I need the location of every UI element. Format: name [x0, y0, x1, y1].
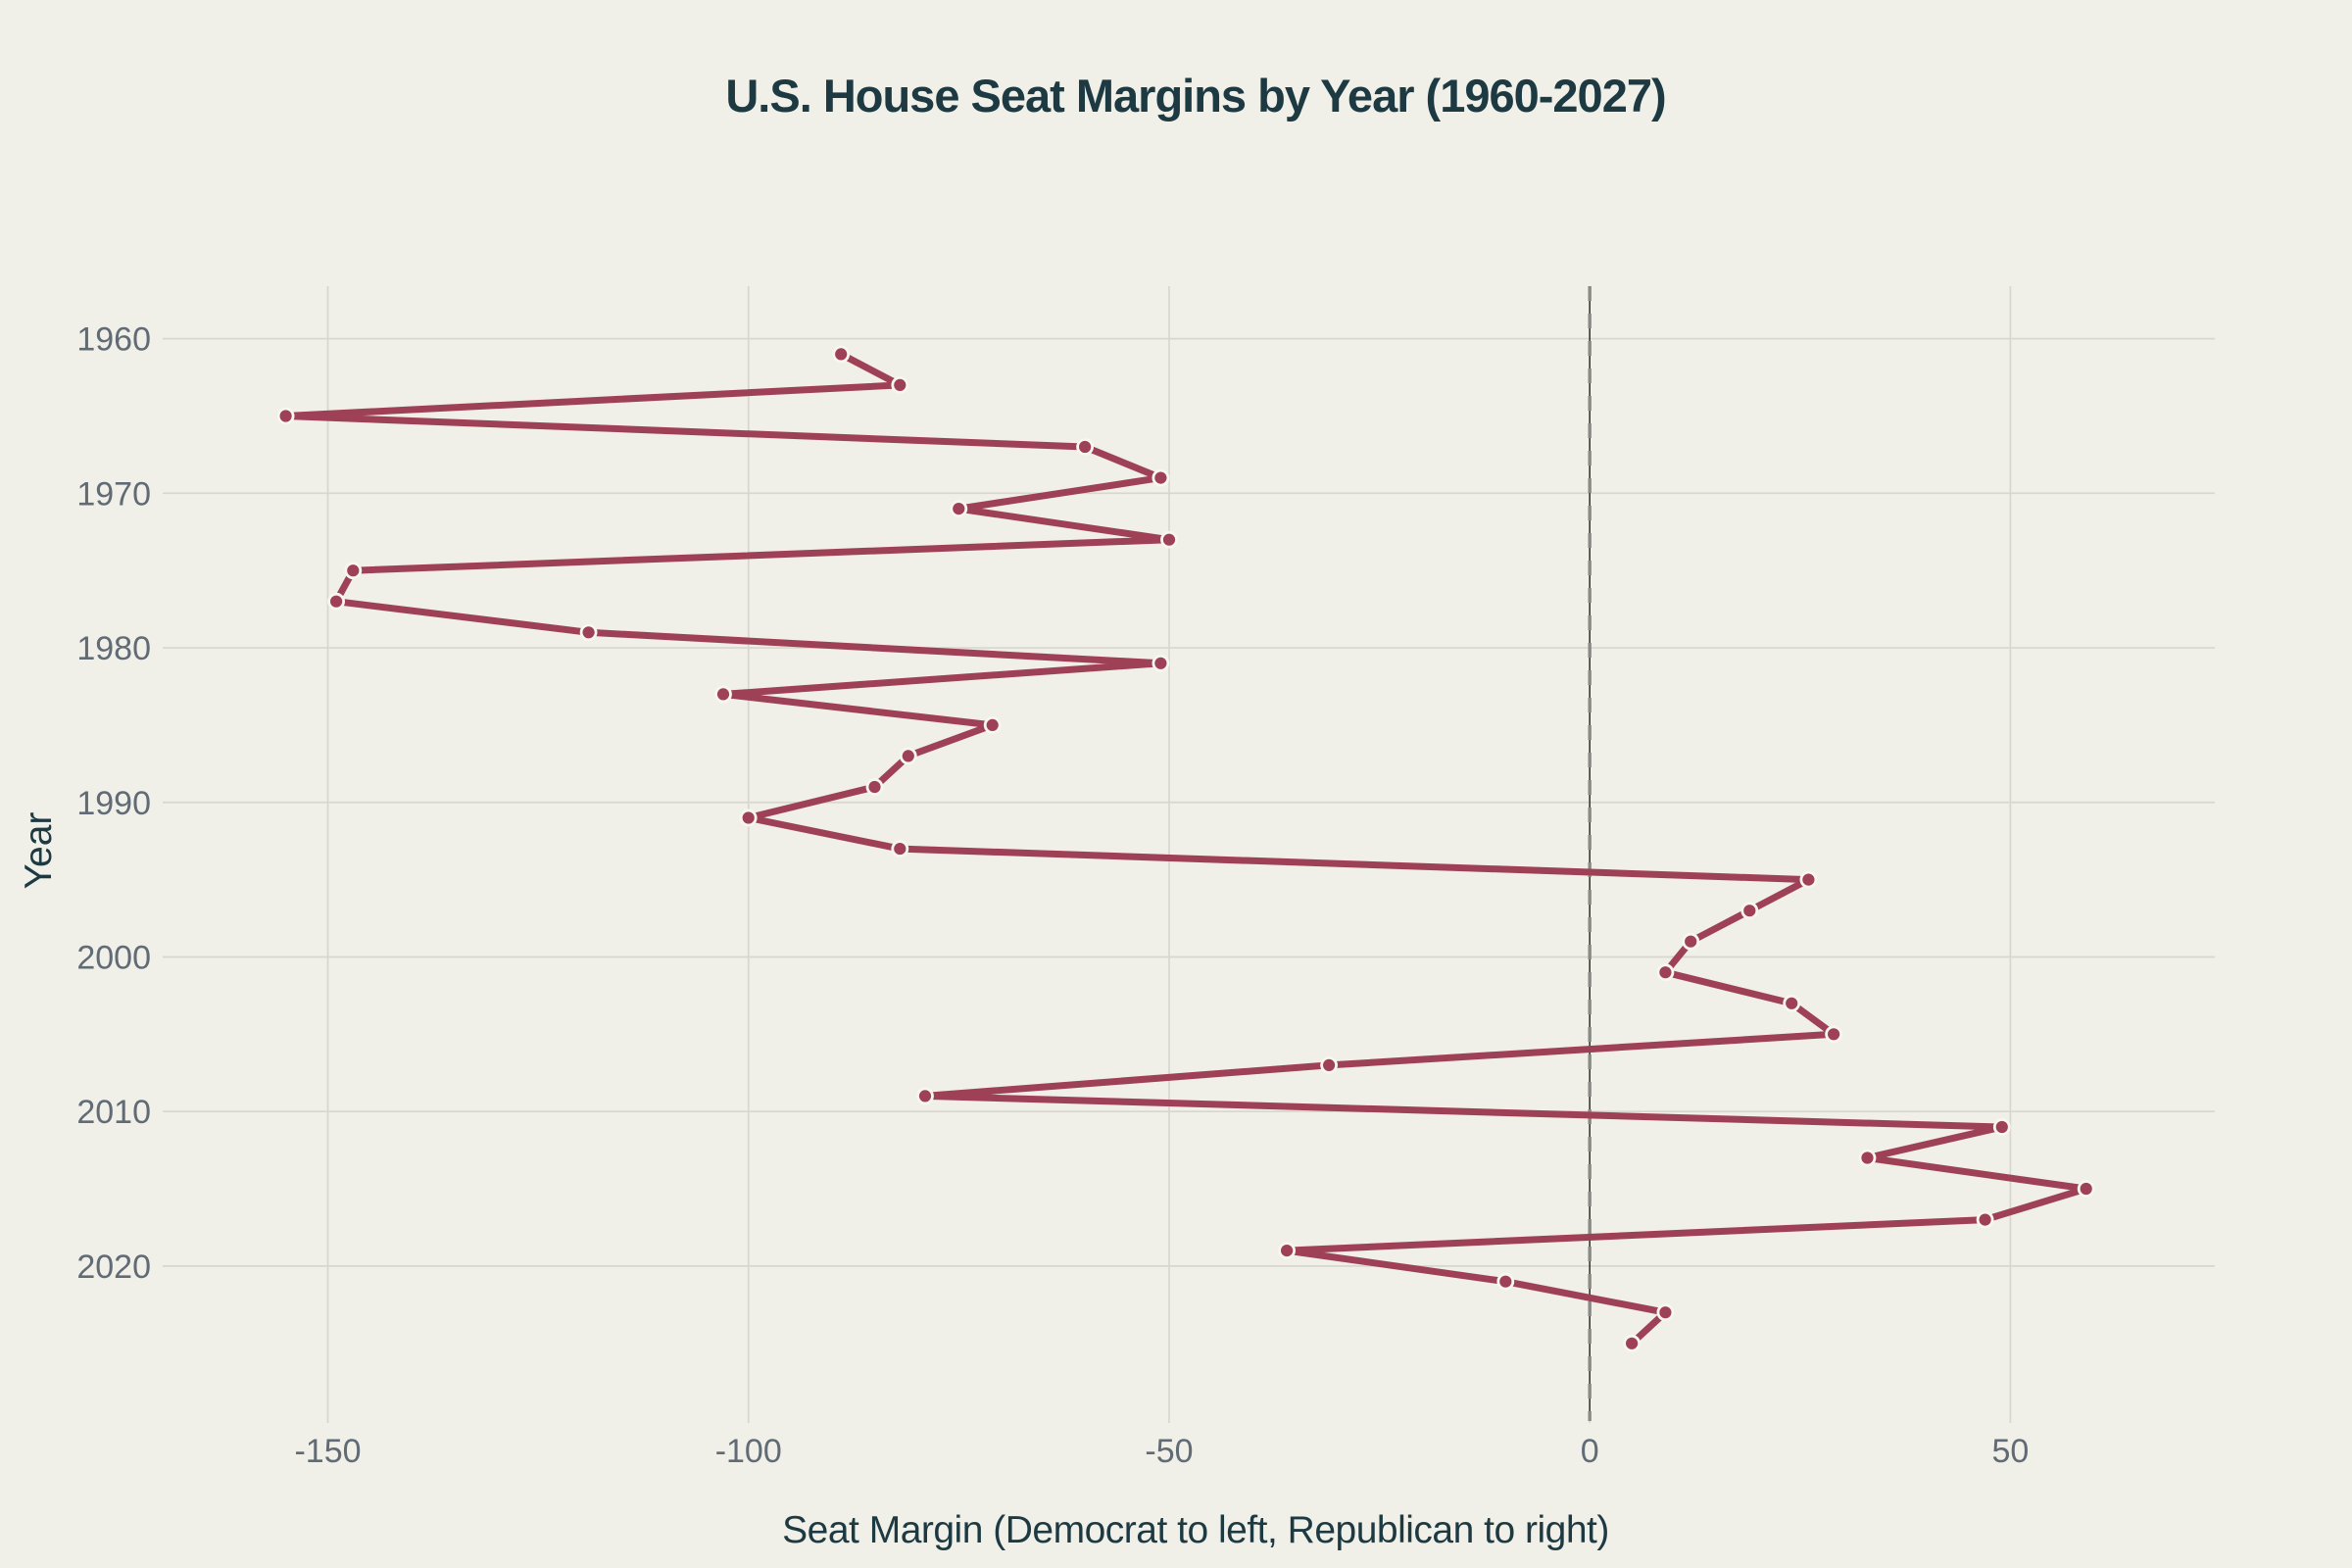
data-point [1682, 932, 1700, 951]
data-point [832, 345, 851, 364]
data-point [1656, 963, 1675, 982]
data-point [344, 562, 363, 580]
data-point [276, 407, 295, 425]
y-tick-label: 2000 [76, 939, 151, 976]
data-point [1799, 870, 1818, 889]
x-tick-label: -150 [294, 1433, 361, 1470]
data-point [1320, 1056, 1338, 1074]
x-tick-label: -100 [715, 1433, 782, 1470]
data-point [1623, 1334, 1641, 1352]
data-point [1740, 902, 1759, 920]
data-point [983, 716, 1002, 734]
y-tick-label: 1990 [76, 785, 151, 822]
x-tick-label: -50 [1145, 1433, 1193, 1470]
data-point [891, 375, 909, 394]
series-line [282, 350, 2090, 1348]
data-point [891, 840, 909, 858]
y-tick-label: 2020 [76, 1249, 151, 1286]
data-point [1976, 1210, 1994, 1229]
data-point [1152, 654, 1170, 672]
data-point [1496, 1272, 1515, 1291]
data-point [2077, 1180, 2095, 1198]
data-point [1152, 468, 1170, 487]
data-point [1825, 1025, 1842, 1044]
data-point [1858, 1149, 1877, 1167]
data-point [739, 808, 758, 827]
data-point [1278, 1242, 1296, 1259]
data-point [1656, 1303, 1675, 1322]
data-point [327, 592, 346, 611]
data-point [899, 747, 917, 765]
data-point [1992, 1118, 2011, 1136]
data-point [950, 500, 968, 517]
y-axis-title: Year [18, 811, 60, 890]
x-tick-label: 50 [1991, 1433, 2029, 1470]
data-point [865, 778, 884, 796]
data-point [916, 1087, 934, 1105]
x-tick-label: 0 [1581, 1433, 1599, 1470]
y-tick-label: 1960 [76, 321, 151, 359]
x-axis-title: Seat Margin (Democrat to left, Republica… [782, 1509, 1609, 1551]
data-point [1160, 530, 1178, 549]
data-point [579, 623, 598, 642]
y-tick-label: 1970 [76, 475, 151, 513]
data-point [1076, 438, 1094, 456]
chart-title: U.S. House Seat Margins by Year (1960-20… [725, 70, 1666, 122]
data-point [714, 685, 732, 704]
data-point [1783, 994, 1801, 1012]
y-tick-label: 1980 [76, 630, 151, 667]
y-tick-label: 2010 [76, 1094, 151, 1131]
